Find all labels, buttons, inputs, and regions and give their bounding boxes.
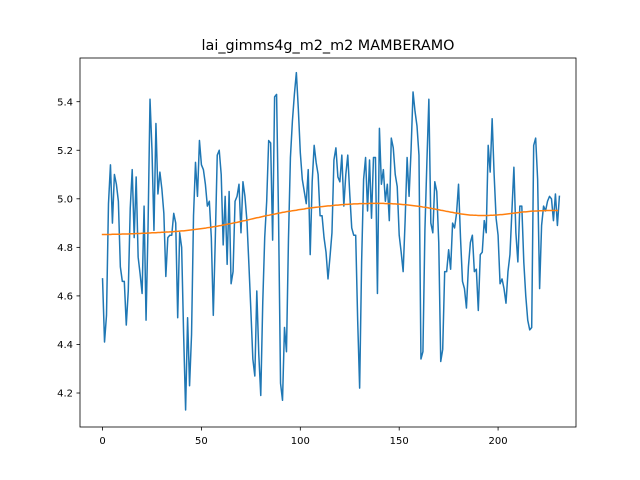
y-tick-label: 4.6 xyxy=(57,292,73,303)
x-tick-label: 150 xyxy=(390,436,409,447)
y-tick-label: 4.8 xyxy=(57,243,73,254)
y-tick-label: 5.0 xyxy=(57,194,73,205)
y-tick-label: 4.2 xyxy=(57,389,73,400)
y-tick-label: 4.4 xyxy=(57,340,73,351)
chart-title: lai_gimms4g_m2_m2 MAMBERAMO xyxy=(202,38,455,54)
axes: 0 50 100 150 200 4.2 4.4 4.6 4.8 5.0 5.2 5.4 xyxy=(57,57,577,447)
x-tick-label: 200 xyxy=(489,436,508,447)
plot-area xyxy=(101,71,561,411)
x-tick-label: 50 xyxy=(195,436,208,447)
x-tick-label: 100 xyxy=(291,436,310,447)
series-line-2 xyxy=(101,202,559,236)
x-tick-label: 0 xyxy=(99,436,105,447)
y-tick-label: 5.2 xyxy=(57,146,73,157)
series-line-1 xyxy=(101,71,561,411)
axes-frame xyxy=(79,57,577,428)
y-tick-label: 5.4 xyxy=(57,97,73,108)
